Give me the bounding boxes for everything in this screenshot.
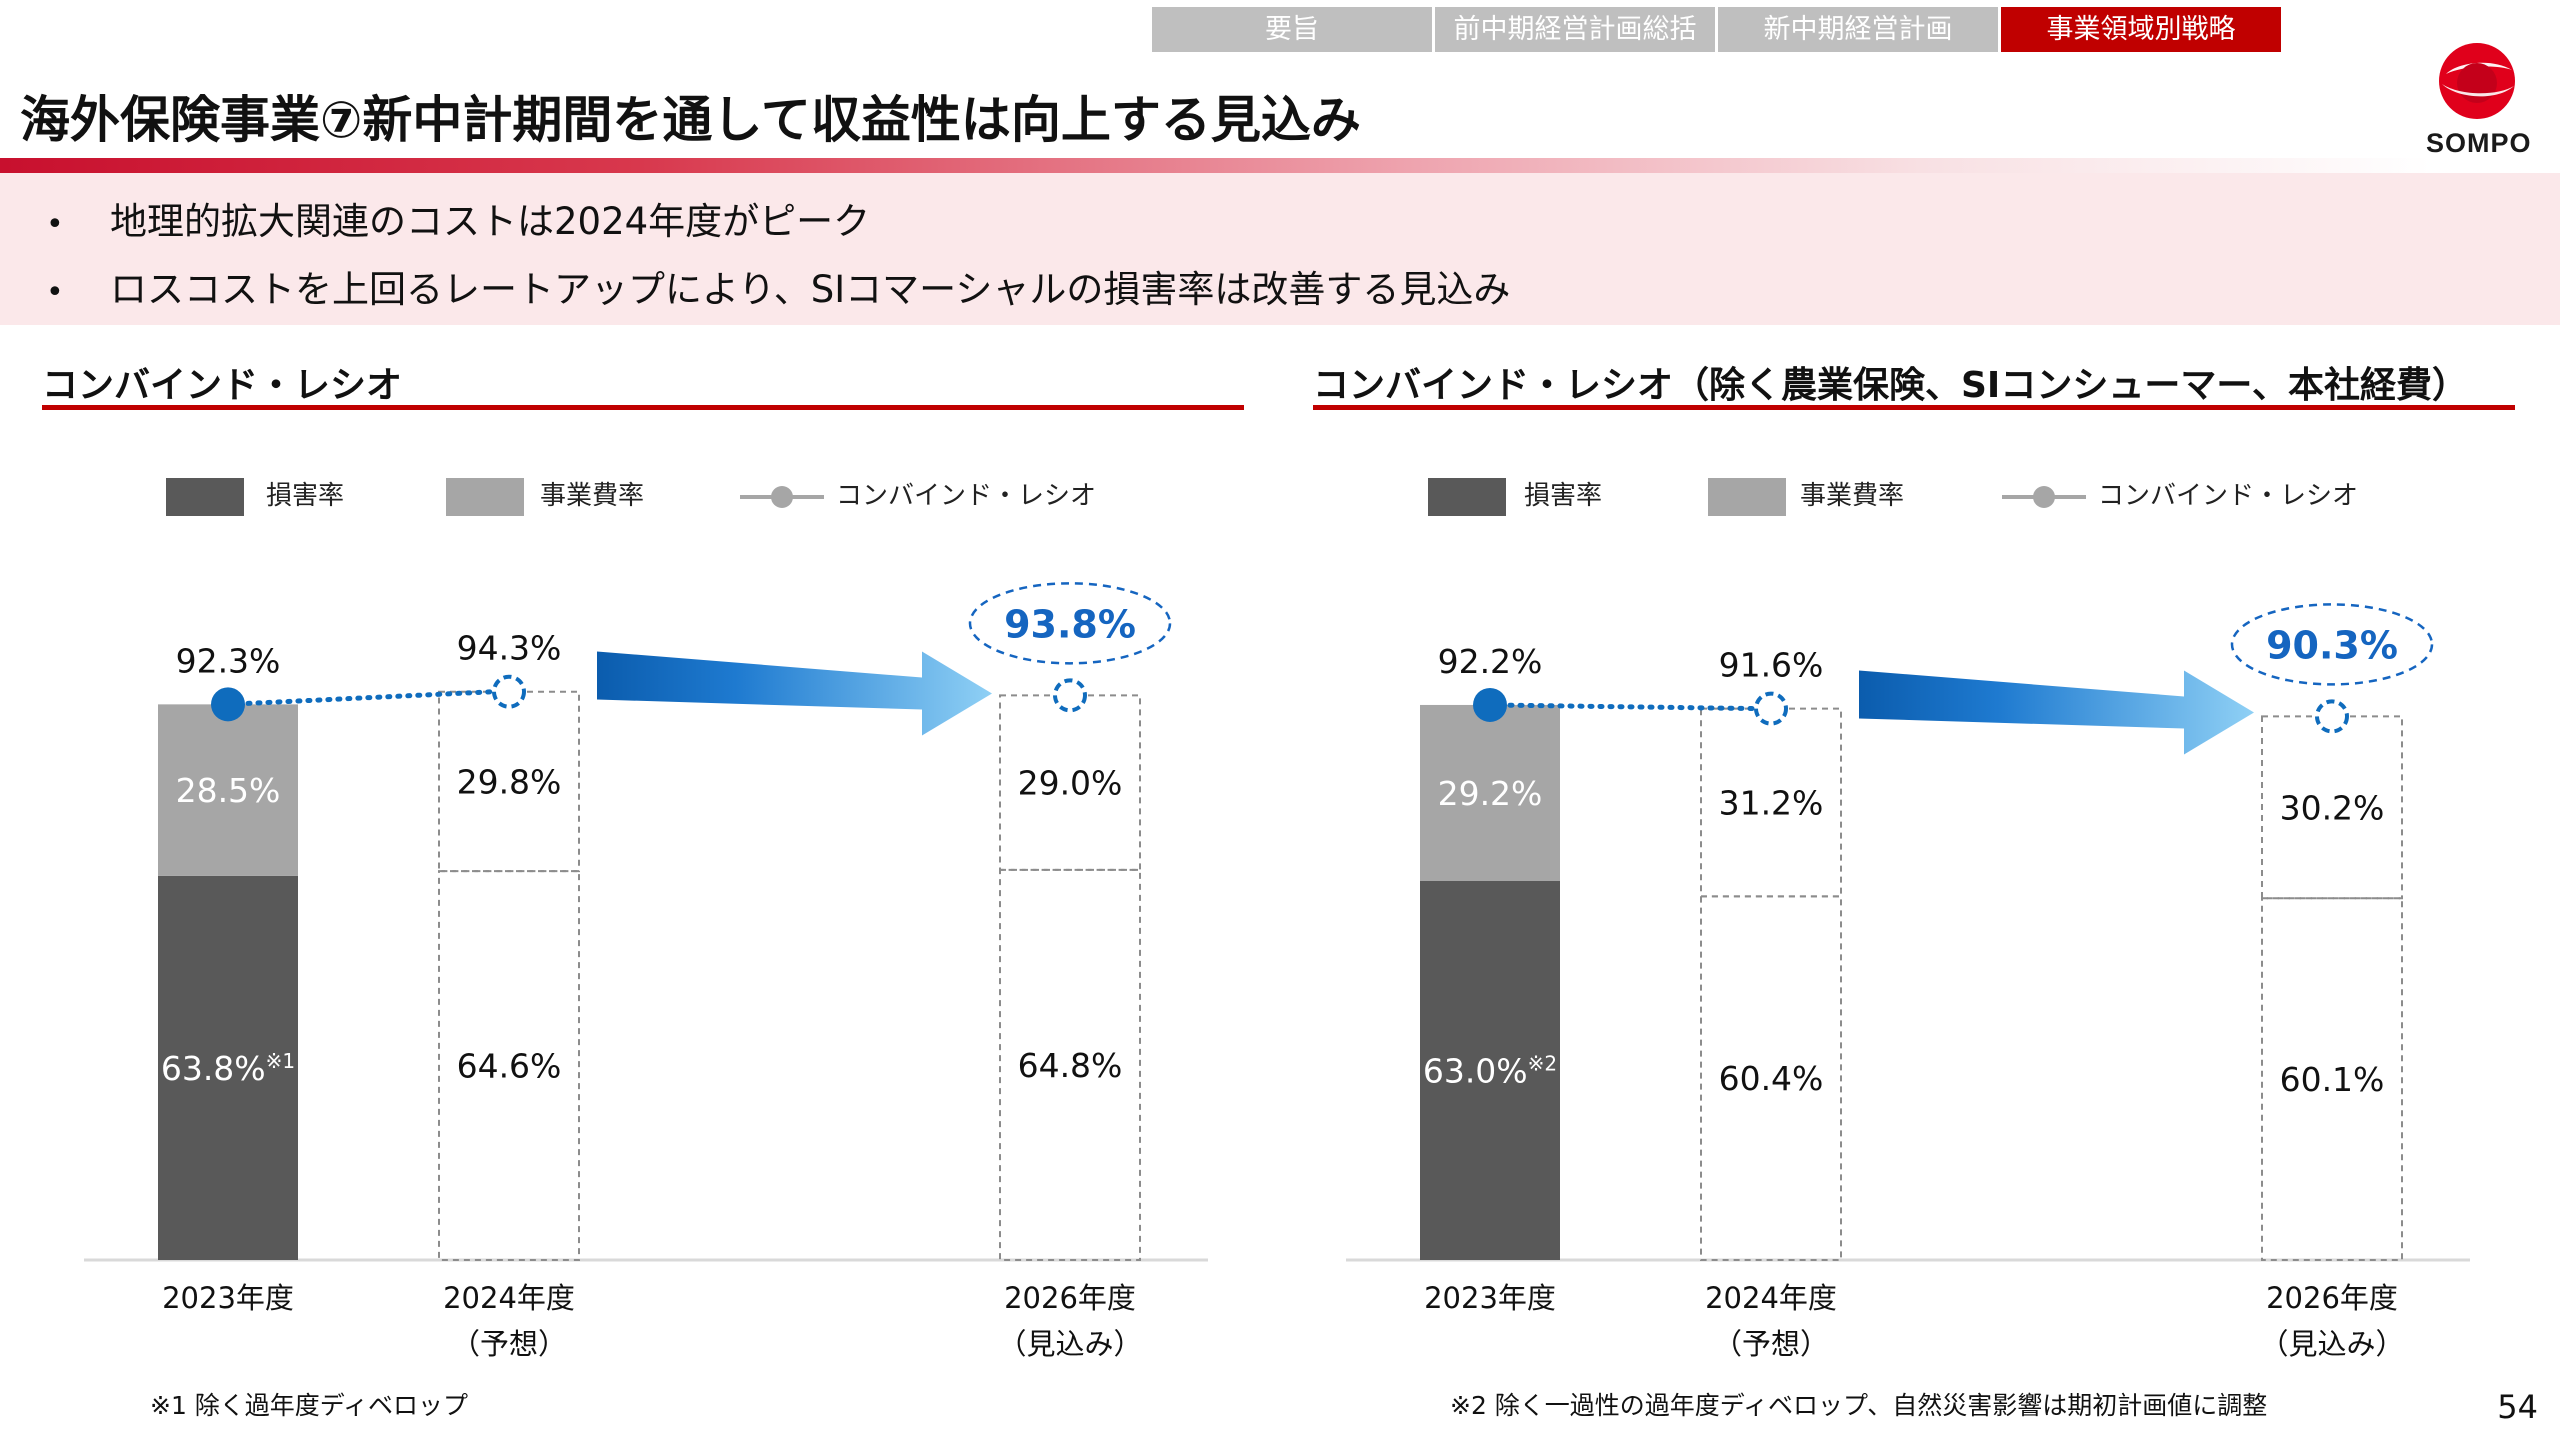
combined-ratio-connector <box>225 689 496 707</box>
legend-swatch-expense <box>446 478 524 516</box>
bullet-text: 地理的拡大関連のコストは2024年度がピーク <box>110 200 871 243</box>
page-number: 54 <box>2497 1388 2538 1426</box>
legend-swatch-loss <box>166 478 244 516</box>
combined-ratio-connector <box>1487 702 1758 712</box>
x-tick-label: 2023年度 <box>162 1281 294 1315</box>
bullet-dot: • <box>46 275 64 310</box>
bar-expense-ratio <box>1420 704 1560 881</box>
left-footnote: ※1 除く過年度ディベロップ <box>150 1391 469 1420</box>
left-chart-rule <box>42 405 1244 410</box>
x-tick-note: （見込み） <box>2259 1327 2404 1361</box>
combined-ratio-marker-forecast <box>1053 678 1087 713</box>
legend-swatch-expense <box>1708 478 1786 516</box>
title-underline <box>0 158 2560 173</box>
legend-label: 損害率 <box>266 481 345 511</box>
combined-ratio-marker <box>211 687 245 722</box>
data-label-expense-ratio: 31.2% <box>1719 783 1824 822</box>
right-legend: 損害率 事業費率 コンバインド・レシオ <box>1428 476 2358 516</box>
x-tick-note: （予想） <box>1713 1327 1829 1361</box>
x-tick-label: 2023年度 <box>1424 1281 1556 1315</box>
tab-summary[interactable]: 要旨 <box>1152 7 1432 52</box>
trend-arrow <box>597 651 992 736</box>
bullet-text: ロスコストを上回るレートアップにより、SIコマーシャルの損害率は改善する見込み <box>110 268 1511 311</box>
data-label-loss-ratio: 64.8% <box>1018 1046 1123 1085</box>
top-nav: 要旨 前中期経営計画総括 新中期経営計画 事業領域別戦略 <box>1152 7 2284 52</box>
highlight-ellipse <box>2230 603 2434 686</box>
footnote-mark: ※1 <box>266 1049 295 1073</box>
left-legend: 損害率 事業費率 コンバインド・レシオ <box>166 476 1096 516</box>
sompo-logo: SOMPO <box>2426 40 2531 170</box>
legend-swatch-loss <box>1428 478 1506 516</box>
left-chart-title: コンバインド・レシオ <box>42 365 403 406</box>
legend-label: 損害率 <box>1524 481 1603 511</box>
data-label-expense-ratio: 29.8% <box>457 762 562 801</box>
left-combined-ratio-chart: 63.8%※128.5%2023年度64.6%29.8%2024年度（予想）64… <box>84 582 1208 1361</box>
data-label-combined-ratio: 91.6% <box>1719 646 1824 685</box>
footnote-mark: ※2 <box>1528 1051 1557 1075</box>
right-combined-ratio-chart: 63.0%※229.2%2023年度60.4%31.2%2024年度（予想）60… <box>1346 603 2470 1361</box>
data-label-combined-ratio: 92.3% <box>176 641 281 680</box>
tab-previous-plan-review[interactable]: 前中期経営計画総括 <box>1435 7 1715 52</box>
right-chart-title: コンバインド・レシオ（除く農業保険、SIコンシューマー、本社経費） <box>1313 365 2468 406</box>
combined-ratio-marker <box>1473 687 1507 722</box>
legend-label: コンバインド・レシオ <box>2098 481 2359 511</box>
legend-label: 事業費率 <box>540 481 645 511</box>
right-chart-rule <box>1313 405 2515 410</box>
combined-ratio-marker-forecast <box>1754 691 1788 726</box>
x-tick-note: （見込み） <box>997 1327 1142 1361</box>
tab-business-strategy[interactable]: 事業領域別戦略 <box>2001 7 2281 52</box>
x-tick-label: 2024年度 <box>1705 1281 1837 1315</box>
data-label-loss-ratio: 60.1% <box>2280 1060 2385 1099</box>
data-label-combined-ratio: 94.3% <box>457 629 562 668</box>
data-label-combined-ratio: 92.2% <box>1438 642 1543 681</box>
page-title: 海外保険事業⑦新中計期間を通して収益性は向上する見込み <box>20 91 1361 149</box>
legend-label: コンバインド・レシオ <box>836 481 1097 511</box>
data-label-combined-ratio-highlight: 93.8% <box>1004 602 1136 646</box>
x-tick-label: 2026年度 <box>2266 1281 2398 1315</box>
combined-ratio-marker-forecast <box>2315 699 2349 734</box>
summary-bullets: • 地理的拡大関連のコストは2024年度がピーク • ロスコストを上回るレートアップ… <box>0 173 2560 325</box>
tab-new-plan[interactable]: 新中期経営計画 <box>1718 7 1998 52</box>
x-tick-label: 2026年度 <box>1004 1281 1136 1315</box>
sompo-logo-icon <box>2439 43 2515 119</box>
data-label-expense-ratio: 29.0% <box>1018 764 1123 803</box>
data-label-loss-ratio: 64.6% <box>457 1047 562 1086</box>
legend-line-marker-icon <box>2002 486 2086 508</box>
bar-loss-ratio-outline <box>999 868 1141 1261</box>
highlight-ellipse <box>968 582 1172 665</box>
logo-text: SOMPO <box>2426 128 2532 158</box>
x-tick-note: （予想） <box>451 1327 567 1361</box>
data-label-loss-ratio: 60.4% <box>1719 1059 1824 1098</box>
bar-loss-ratio <box>1420 880 1560 1260</box>
bar-expense-ratio <box>158 704 298 876</box>
data-label-expense-ratio: 28.5% <box>176 771 281 810</box>
trend-arrow <box>1859 670 2254 755</box>
bullet-item: • ロスコストを上回るレートアップにより、SIコマーシャルの損害率は改善する見込み <box>46 259 1510 313</box>
right-footnote: ※2 除く一過性の過年度ディベロップ、自然災害影響は期初計画値に調整 <box>1450 1391 2268 1420</box>
data-label-combined-ratio-highlight: 90.3% <box>2266 623 2398 667</box>
combined-ratio-marker-forecast <box>492 674 526 709</box>
legend-line-marker-icon <box>740 486 824 508</box>
bullet-item: • 地理的拡大関連のコストは2024年度がピーク <box>46 191 870 245</box>
bullet-dot: • <box>46 207 64 242</box>
data-label-expense-ratio: 29.2% <box>1438 774 1543 813</box>
bar-loss-ratio-outline <box>2261 897 2403 1261</box>
x-tick-label: 2024年度 <box>443 1281 575 1315</box>
data-label-expense-ratio: 30.2% <box>2280 788 2385 827</box>
legend-label: 事業費率 <box>1800 481 1905 511</box>
bar-loss-ratio <box>158 875 298 1260</box>
